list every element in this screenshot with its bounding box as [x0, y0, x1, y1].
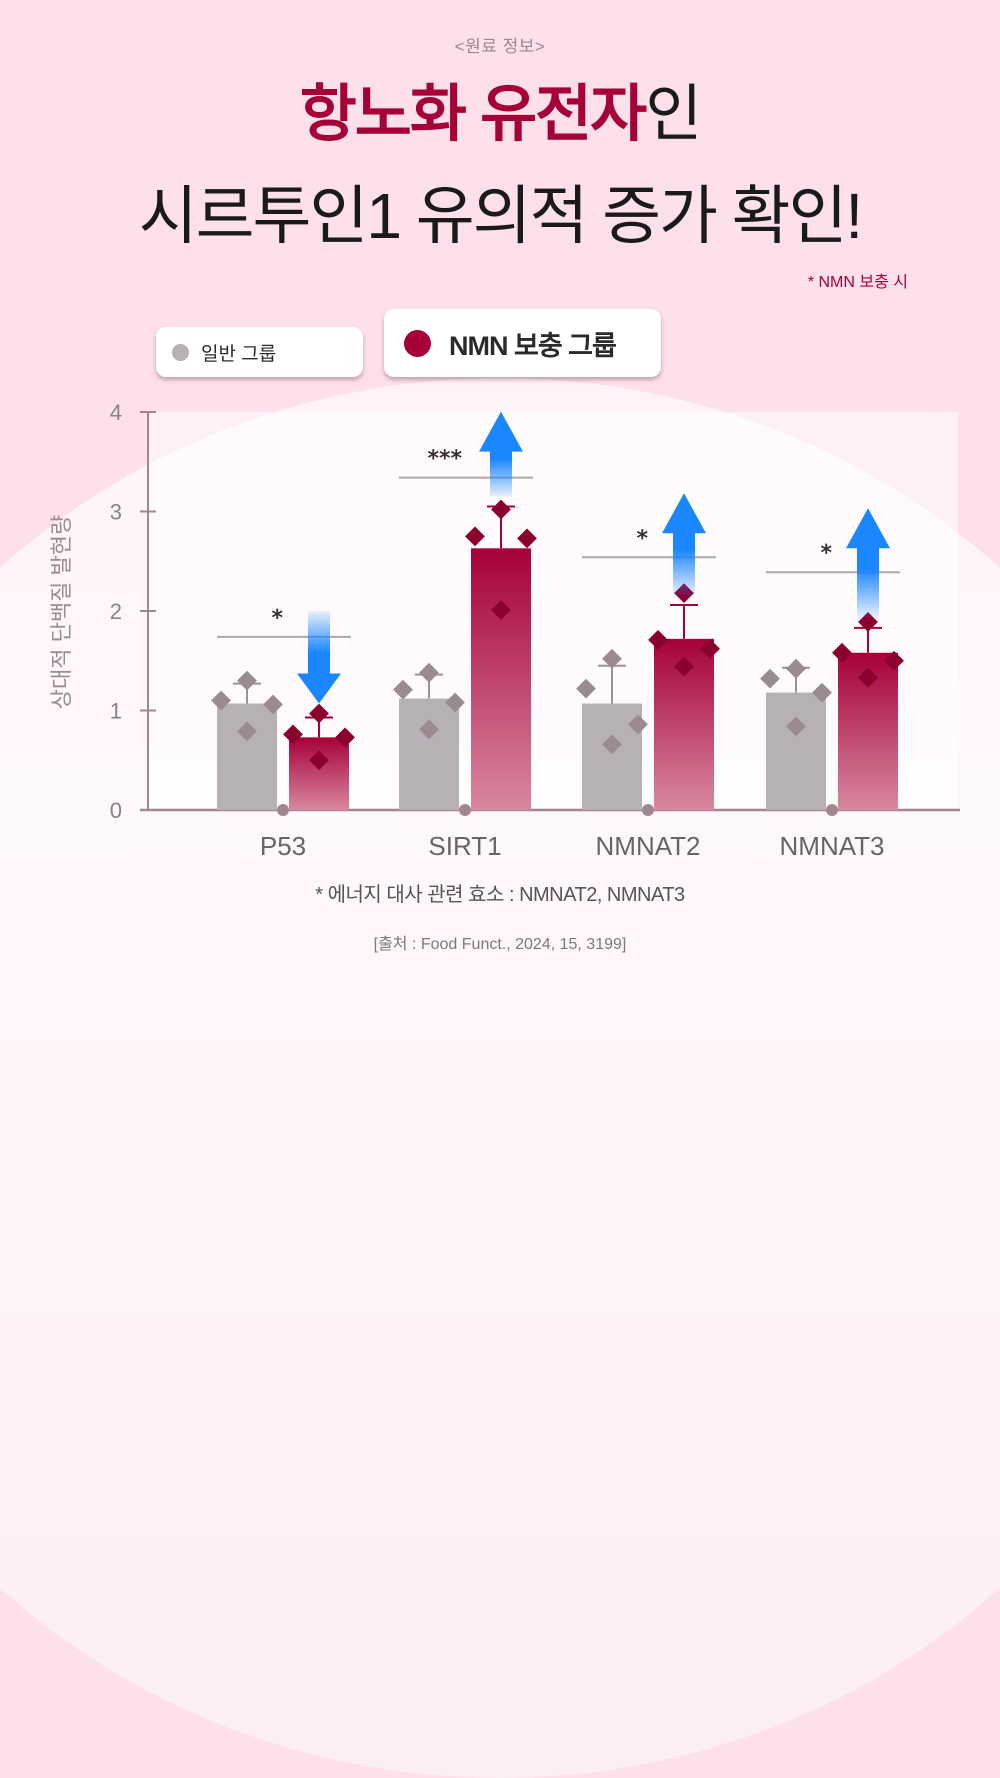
data-point-diamond	[858, 667, 878, 688]
data-point-diamond	[309, 703, 329, 724]
data-point-diamond	[283, 724, 303, 745]
bar-nmn	[289, 737, 349, 810]
bar-nmn	[471, 548, 531, 810]
data-point-diamond	[419, 719, 439, 740]
data-point-diamond	[700, 638, 720, 659]
headline-note: * NMN 보충 시	[807, 274, 908, 291]
bar-chart: 0 1 2 3 4 P53 * SIRT1 *** NMNAT2 * NMNAT3 *	[110, 400, 960, 861]
x-category-label: NMNAT2	[596, 831, 701, 861]
data-point-diamond	[465, 526, 485, 547]
significance-label: *	[820, 541, 832, 566]
y-tick-label: 0	[110, 798, 122, 823]
bar-group-nmnat3: NMNAT3 *	[760, 508, 904, 861]
bar-group-p53: P53 *	[211, 606, 355, 861]
axis-marker-dot	[826, 804, 838, 816]
data-point-diamond	[419, 662, 439, 683]
arrow-up-icon	[846, 508, 890, 618]
data-point-diamond	[309, 750, 329, 771]
y-tick-label: 4	[110, 400, 122, 425]
y-tick-label: 1	[110, 699, 122, 724]
data-point-diamond	[491, 499, 511, 520]
chart-footnote: * 에너지 대사 관련 효소 : NMNAT2, NMNAT3	[315, 884, 685, 906]
data-point-diamond	[602, 648, 622, 669]
data-point-diamond	[812, 682, 832, 703]
data-point-diamond	[335, 727, 355, 748]
headline-line-1: 항노화 유전자인	[0, 84, 1000, 146]
axis-marker-dot	[459, 804, 471, 816]
data-point-diamond	[648, 629, 668, 650]
gray-dot-icon	[172, 343, 189, 361]
y-tick-label: 2	[110, 599, 122, 624]
axis-marker-dot	[642, 804, 654, 816]
y-tick-label: 3	[110, 500, 122, 525]
plot-area: P53 * SIRT1 *** NMNAT2 * NMNAT3 *	[211, 411, 904, 861]
arrow-up-icon	[479, 411, 523, 497]
significance-label: *	[636, 526, 648, 551]
data-point-diamond	[786, 658, 806, 679]
x-category-label: P53	[260, 831, 306, 861]
x-category-label: NMNAT3	[780, 831, 885, 861]
x-category-label: SIRT1	[428, 831, 501, 861]
data-point-diamond	[760, 668, 780, 689]
bar-group-nmnat2: NMNAT2 *	[576, 493, 720, 861]
legend-nmn-label: NMN 보충 그룹	[449, 330, 617, 361]
data-point-diamond	[602, 734, 622, 755]
arrow-up-icon	[662, 493, 706, 596]
headline-line-2: 시르투인1 유의적 증가 확인!	[138, 180, 863, 252]
significance-label: ***	[427, 447, 462, 472]
headline-accent: 항노화 유전자	[299, 80, 647, 149]
arrow-down-icon	[297, 610, 341, 704]
data-point-diamond	[832, 642, 852, 663]
data-point-diamond	[786, 716, 806, 737]
legend-normal-label: 일반 그룹	[201, 343, 277, 365]
data-point-diamond	[884, 650, 904, 671]
data-point-diamond	[445, 692, 465, 713]
data-point-diamond	[491, 600, 511, 620]
headline-suffix: 인	[645, 80, 702, 149]
data-point-diamond	[628, 714, 648, 735]
red-dot-icon	[404, 329, 431, 357]
bar-normal	[766, 692, 826, 810]
bar-normal	[217, 703, 277, 810]
chart-source: [출처 : Food Funct., 2024, 15, 3199]	[373, 936, 627, 953]
data-point-diamond	[393, 679, 413, 700]
bar-normal	[582, 703, 642, 810]
significance-label: *	[271, 606, 283, 631]
section-subtitle: <원료 정보>	[454, 37, 546, 56]
legend-nmn-group: NMN 보충 그룹	[384, 309, 661, 377]
axis-marker-dot	[277, 804, 289, 816]
bar-group-sirt1: SIRT1 ***	[393, 411, 537, 861]
data-point-diamond	[576, 678, 596, 699]
data-point-diamond	[263, 694, 283, 715]
legend-normal-group: 일반 그룹	[156, 327, 363, 377]
data-point-diamond	[674, 656, 694, 677]
bar-normal	[399, 698, 459, 810]
data-point-diamond	[517, 528, 537, 549]
